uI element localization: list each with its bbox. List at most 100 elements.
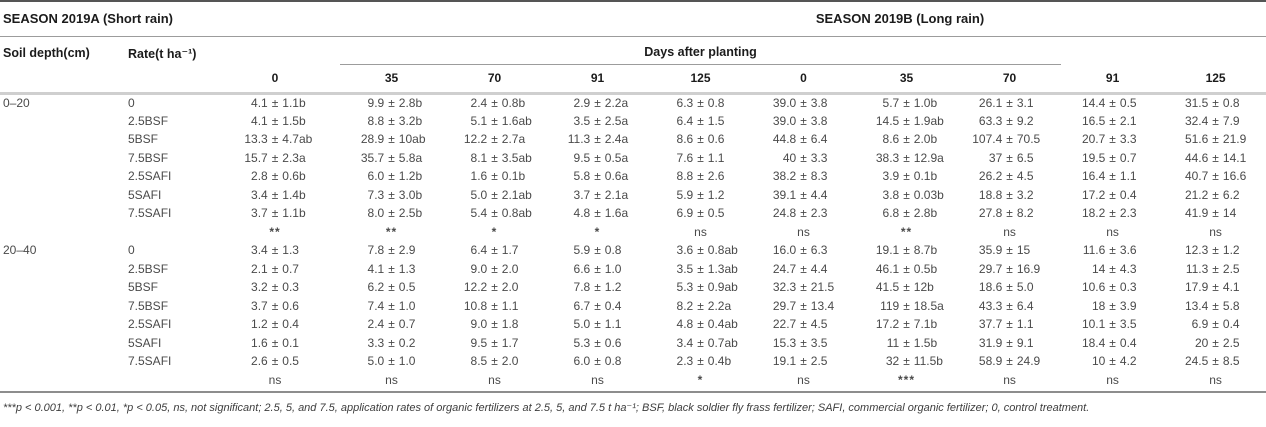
mean-value: 16.5 [1081,113,1106,128]
mean-value: 119 [880,298,900,313]
sd-value: 2.1a [604,187,629,202]
value-cell: 5.8 ±0.6a [546,167,649,186]
day-column-header: 70 [443,64,546,95]
mean-value: 37.7 [978,317,1003,332]
value-cell: 2.4 ±0.7 [340,315,443,334]
value-cell: 5.3 ±0.9ab [649,278,752,297]
value-wrap: 17.9 ±4.1 [1164,280,1266,294]
mean-value: 6.0 [573,354,591,369]
value-wrap: 51.6 ±21.9 [1164,132,1266,146]
sd-value: 9.2 [1016,113,1034,128]
mean-value: 39.0 [772,113,797,128]
sd-value: 1.5 [707,113,725,128]
plus-minus: ± [388,298,395,313]
value-wrap: 18.2 ±2.3 [1061,206,1164,220]
significance-cell: *** [897,372,915,387]
header-row-labels: Soil depth(cm) Rate(t ha⁻¹) Days after p… [0,37,1266,95]
value-wrap: 5.0 ±1.1 [546,317,649,331]
mean-value: 4.1 [251,96,268,110]
sd-value: 1.8 [501,317,519,332]
plus-minus: ± [697,317,704,332]
mean-value: 10.1 [1081,317,1106,332]
value-cell: 3.7 ±1.1b [210,204,340,223]
plus-minus: ± [491,317,498,332]
plus-minus: ± [1109,317,1116,332]
plus-minus: ± [388,317,395,332]
mean-value: 6.9 [1191,317,1209,332]
rate-cell: 7.5SAFI [128,354,172,369]
plus-minus: ± [388,243,395,258]
plus-minus: ± [697,113,704,128]
value-cell: 6.7 ±0.4 [546,297,649,316]
mean-value: 32.4 [1184,113,1209,128]
mean-value: 5.9 [676,187,694,202]
value-wrap: 31.5 ±0.8 [1164,96,1266,110]
day-column-header: 0 [210,64,340,95]
significance-cell: ** [900,224,913,239]
table-row: 7.5SAFI 3.7 ±1.1b 8.0 ±2.5b 5.4 ±0.8ab 4.8 ±1.6a… [0,204,1266,223]
mean-value: 8.2 [676,298,694,313]
plus-minus: ± [697,261,704,276]
plus-minus: ± [491,280,498,295]
depth-cell [0,315,128,334]
value-wrap: 5.3 ±0.6 [546,336,649,350]
plus-minus: ± [388,169,395,184]
plus-minus: ± [1212,187,1219,202]
mean-value: 18.6 [978,280,1003,295]
value-wrap: 6.6 ±1.0 [546,262,649,276]
mean-value: 32 [885,354,900,369]
value-wrap: 32.3 ±21.5 [752,280,855,294]
mean-value: 3.9 [882,169,900,184]
value-wrap: 8.1 ±3.5ab [443,151,546,165]
mean-value: 12.2 [463,280,488,295]
sd-value: 6.4 [1016,298,1034,313]
value-cell: 18.8 ±3.2 [958,186,1061,205]
significance-cell: ** [269,224,281,239]
sd-value: 2.0 [501,280,519,295]
value-cell: 16.5 ±2.1 [1061,112,1164,131]
value-cell: 28.9 ±10ab [340,130,443,149]
value-cell: 10 ±4.2 [1061,352,1164,371]
sd-value: 15 [1016,243,1031,258]
value-wrap: 46.1 ±0.5b [855,262,958,276]
sd-value: 3.1 [1016,96,1034,110]
value-cell: 2.1 ±0.7 [210,260,340,279]
value-wrap: 6.9 ±0.5 [649,206,752,220]
value-wrap: 39.1 ±4.4 [752,188,855,202]
plus-minus: ± [1212,261,1219,276]
plus-minus: ± [594,280,601,295]
mean-value: 4.1 [367,261,385,276]
plus-minus: ± [594,113,601,128]
sd-value: 0.5a [604,150,629,165]
value-wrap: 5.9 ±1.2 [649,188,752,202]
value-wrap: 8.8 ±2.6 [649,169,752,183]
plus-minus: ± [697,335,704,350]
value-wrap: 22.7 ±4.5 [752,317,855,331]
mean-value: 11 [886,335,900,350]
plus-minus: ± [388,261,395,276]
mean-value: 3.4 [251,187,268,202]
sd-value: 0.6 [282,298,299,313]
value-cell: 58.9 ±24.9 [958,352,1061,371]
sd-value: 0.5 [707,206,725,221]
significance-cell: ns [1106,372,1119,387]
value-cell: 10.1 ±3.5 [1061,315,1164,334]
value-cell: 5.7 ±1.0b [855,93,958,112]
plus-minus: ± [903,150,910,165]
sd-value: 21.5 [810,280,835,295]
value-wrap: 2.6 ±0.5 [210,354,340,368]
mean-value: 8.8 [676,169,694,184]
value-wrap: 31.9 ±9.1 [958,336,1061,350]
mean-value: 3.7 [251,298,268,313]
sd-value: 12.9a [913,150,944,165]
plus-minus: ± [1212,335,1219,350]
sd-value: 1.0 [604,261,622,276]
plus-minus: ± [491,169,498,184]
mean-value: 14.5 [875,113,900,128]
value-wrap: 3.4 ±1.4b [210,188,340,202]
significance-cell: ns [268,372,282,387]
sd-value: 4.4 [810,187,828,202]
value-wrap: 40 ±3.3 [752,151,855,165]
plus-minus: ± [1109,280,1116,295]
value-cell: 5.0 ±1.0 [340,352,443,371]
